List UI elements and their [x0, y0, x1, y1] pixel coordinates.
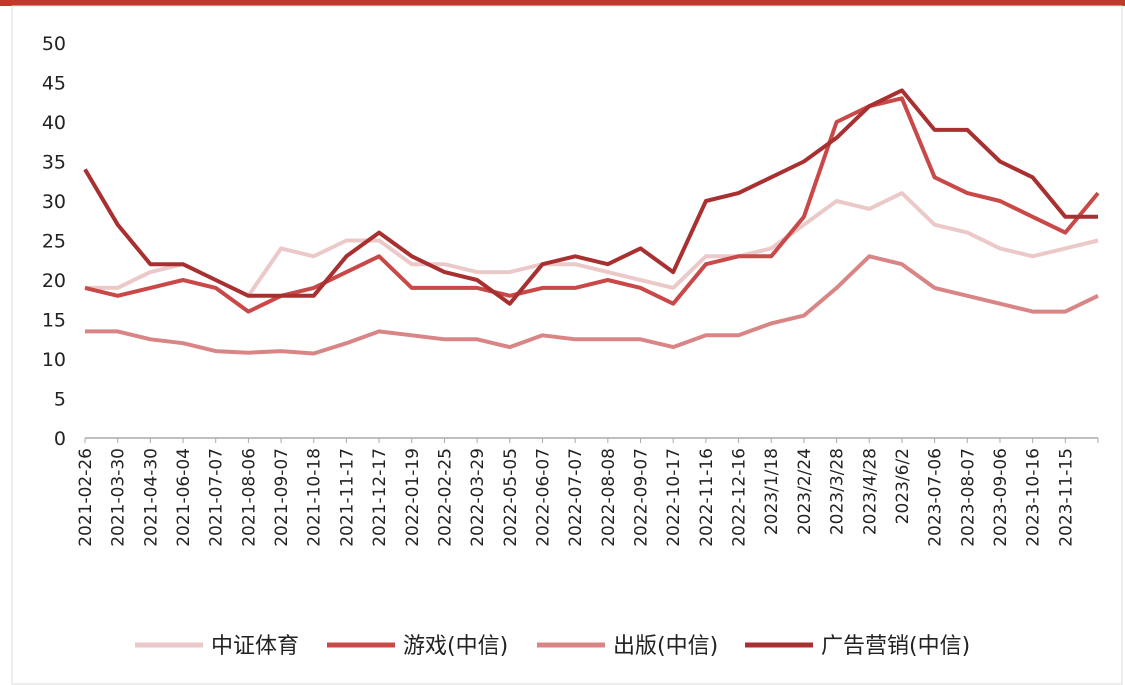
x-tick-label: 2022-01-19: [403, 448, 423, 547]
series-line: [83, 88, 1098, 306]
x-tick-label: 2021-03-30: [109, 448, 129, 547]
x-tick-label: 2023-07-06: [926, 448, 946, 547]
x-tick-label: 2022-11-16: [697, 448, 717, 547]
x-tick-label: 2023/1/18: [762, 448, 782, 535]
x-tick-label: 2022-09-07: [632, 448, 652, 547]
series-line: [84, 96, 1100, 314]
y-tick-label: 20: [42, 270, 66, 292]
x-tick-label: 2022-08-08: [599, 448, 619, 547]
x-tick-label: 2022-12-16: [730, 448, 750, 547]
x-tick-label: 2022-07-07: [566, 448, 586, 547]
x-tick-label: 2021-08-06: [239, 448, 259, 547]
y-tick-label: 15: [42, 310, 66, 332]
x-tick-label: 2022-02-25: [435, 448, 455, 547]
x-tick-label: 2021-10-18: [305, 448, 325, 547]
x-tick-label: 2023-10-16: [1024, 448, 1044, 547]
y-tick-label: 25: [42, 231, 66, 253]
x-tick-label: 2023/6/2: [893, 448, 913, 524]
series-line: [85, 191, 1099, 298]
y-tick-label: 35: [42, 152, 66, 174]
x-tick-label: 2021-09-07: [272, 448, 292, 547]
y-tick-label: 0: [54, 428, 66, 450]
x-tick-label: 2022-10-17: [664, 448, 684, 547]
x-tick-label: 2023-08-07: [958, 448, 978, 547]
x-tick-label: 2021-04-30: [141, 448, 161, 547]
x-tick-label: 2021-12-17: [370, 448, 390, 547]
frame: [11, 5, 1123, 685]
x-tick-label: 2022-06-07: [533, 448, 553, 547]
y-tick-label: 30: [42, 191, 66, 213]
y-tick-label: 50: [42, 33, 66, 55]
x-tick-label: 2021-02-26: [76, 448, 96, 547]
x-tick-label: 2023/2/24: [795, 448, 815, 535]
legend-label: 中证体育: [211, 634, 299, 659]
x-tick-label: 2023/3/28: [828, 448, 848, 535]
x-tick-label: 2023-09-06: [991, 448, 1011, 547]
legend-label: 游戏(中信): [403, 634, 508, 659]
y-tick-label: 40: [42, 112, 66, 134]
x-tick-label: 2021-07-07: [207, 448, 227, 547]
top-bar: [0, 0, 1125, 6]
legend-label: 广告营销(中信): [821, 634, 970, 659]
x-tick-label: 2022-05-05: [501, 448, 521, 547]
x-tick-label: 2021-06-04: [174, 448, 194, 547]
x-tick-label: 2023-11-15: [1056, 448, 1076, 547]
y-tick-label: 10: [42, 349, 66, 371]
y-tick-label: 5: [54, 389, 66, 411]
legend-label: 出版(中信): [613, 634, 718, 659]
x-tick-label: 2022-03-29: [468, 448, 488, 547]
series-line: [85, 254, 1099, 356]
x-tick-label: 2021-11-17: [337, 448, 357, 547]
x-tick-label: 2023/4/28: [860, 448, 880, 535]
y-tick-label: 45: [42, 73, 66, 95]
